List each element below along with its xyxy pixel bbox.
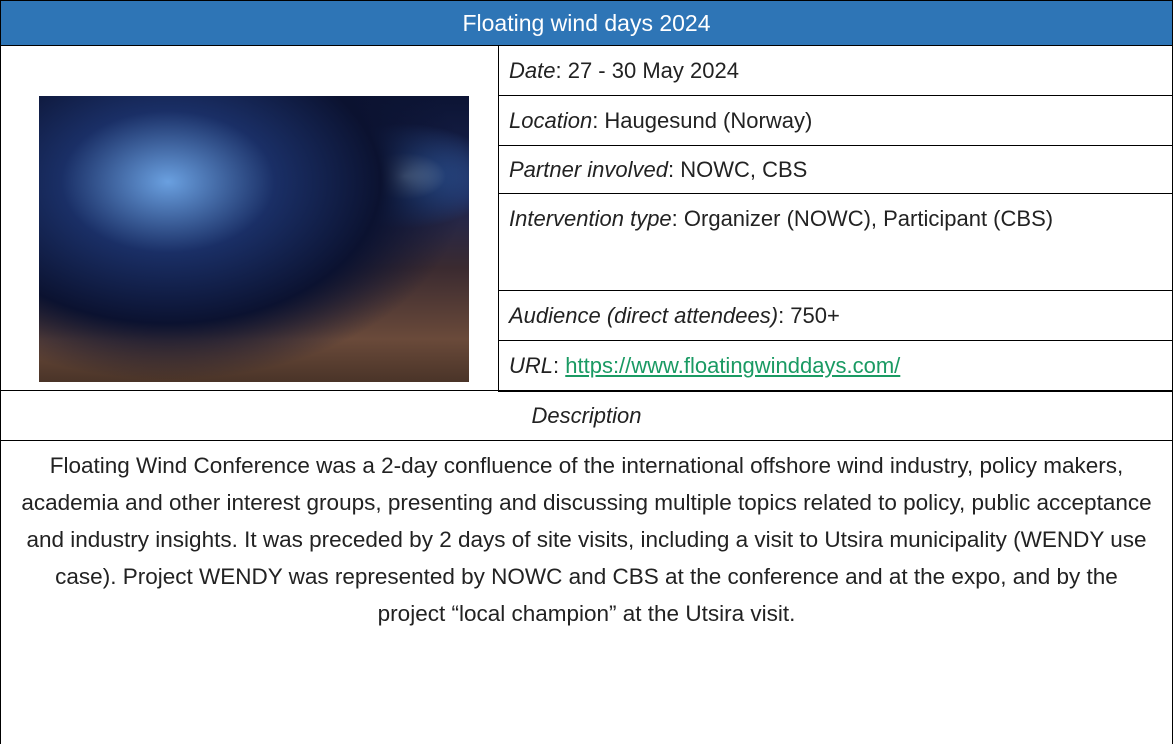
detail-row: Partner involved: NOWC, CBS [498,145,1173,194]
detail-row: URL: https://www.floatingwinddays.com/ [498,340,1173,392]
detail-text: Partner involved: NOWC, CBS [509,157,807,183]
detail-value: : 27 - 30 May 2024 [555,58,738,83]
detail-text: URL: https://www.floatingwinddays.com/ [509,353,900,379]
detail-label: Audience (direct attendees) [509,303,778,328]
detail-text: Intervention type: Organizer (NOWC), Par… [509,206,1053,231]
detail-value: : 750+ [778,303,840,328]
detail-row: Intervention type: Organizer (NOWC), Par… [498,193,1173,291]
detail-label: Date [509,58,555,83]
detail-text: Location: Haugesund (Norway) [509,108,812,134]
detail-row: Audience (direct attendees): 750+ [498,290,1173,341]
url-link[interactable]: https://www.floatingwinddays.com/ [565,353,900,378]
page: Floating wind days 2024 Date: 27 - 30 Ma… [0,0,1173,744]
detail-value: : [553,353,565,378]
detail-value: : Haugesund (Norway) [592,108,812,133]
detail-row: Location: Haugesund (Norway) [498,95,1173,146]
image-cell [0,45,499,391]
description-heading: Description [0,390,1173,441]
detail-text: Date: 27 - 30 May 2024 [509,58,739,84]
detail-value: : Organizer (NOWC), Participant (CBS) [672,206,1053,231]
detail-row: Date: 27 - 30 May 2024 [498,45,1173,96]
photo [39,96,469,382]
detail-label: Intervention type [509,206,672,231]
detail-value: : NOWC, CBS [668,157,807,182]
detail-label: Partner involved [509,157,668,182]
detail-text: Audience (direct attendees): 750+ [509,303,840,329]
table-title: Floating wind days 2024 [0,0,1173,46]
detail-label: URL [509,353,553,378]
description-text: Floating Wind Conference was a 2-day con… [0,440,1173,744]
detail-label: Location [509,108,592,133]
